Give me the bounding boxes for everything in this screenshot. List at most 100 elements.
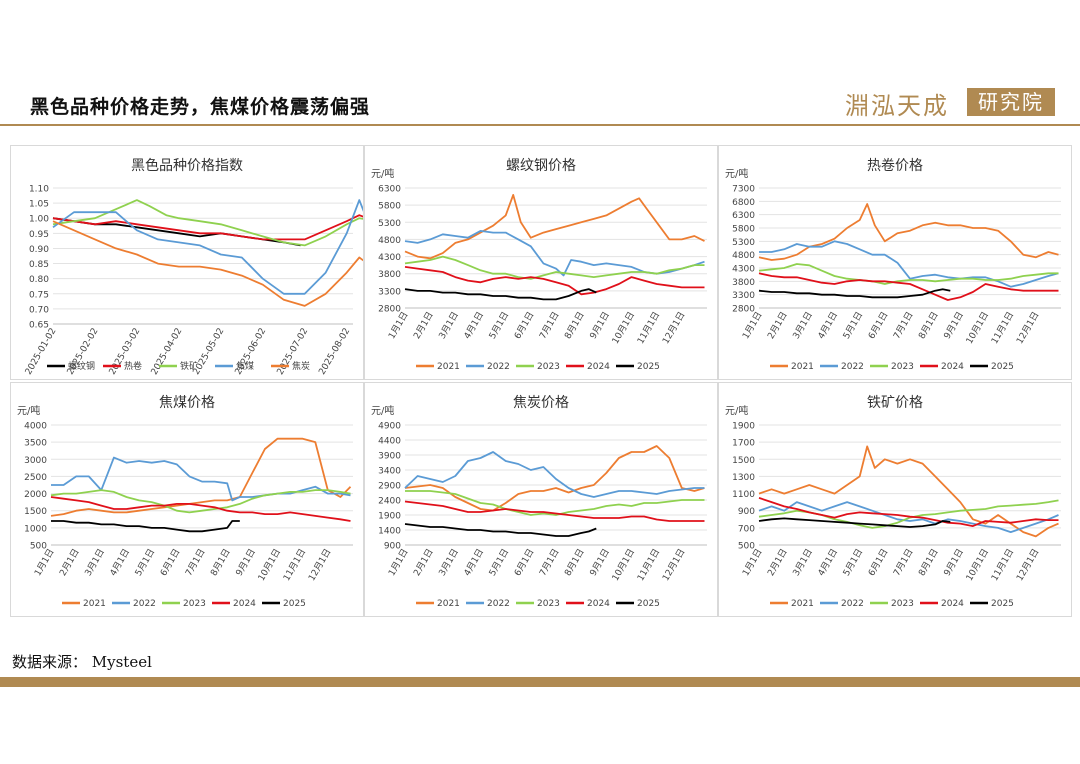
x-tick-label: 9月1日 <box>234 547 258 578</box>
x-tick-label: 12月1日 <box>660 547 687 583</box>
x-tick-label: 5月1日 <box>841 547 865 578</box>
y-tick-label: 4400 <box>378 437 401 447</box>
x-tick-label: 2月1日 <box>766 310 790 341</box>
series-line-2025 <box>404 523 597 537</box>
chart-panel-coking-coal: 焦煤价格 元/吨 500 1000 1500 2000 2500 3000 3500 4000 1月… <box>10 382 364 617</box>
x-tick-label: 11月1日 <box>989 547 1016 583</box>
x-tick-label: 7月1日 <box>183 547 207 578</box>
y-tick-label: 1.10 <box>29 185 49 195</box>
legend-label: 2024 <box>233 599 256 609</box>
y-unit-label: 元/吨 <box>725 404 748 417</box>
legend-label: 2021 <box>437 599 460 609</box>
page-title: 黑色品种价格走势，焦煤价格震荡偏强 <box>30 96 371 118</box>
chart-title: 黑色品种价格指数 <box>131 157 243 174</box>
y-tick-label: 6300 <box>378 185 401 195</box>
x-tick-label: 9月1日 <box>942 310 966 341</box>
series-line-2022 <box>404 451 705 498</box>
x-tick-label: 6月1日 <box>866 547 890 578</box>
x-tick-label: 3月1日 <box>83 547 107 578</box>
x-tick-label: 1月1日 <box>740 547 764 578</box>
x-tick-label: 1月1日 <box>386 310 410 341</box>
y-tick-label: 4300 <box>732 265 755 275</box>
y-tick-label: 1700 <box>732 439 755 449</box>
series-line-2022 <box>759 240 1059 288</box>
y-tick-label: 4300 <box>378 253 401 263</box>
chart-panel-rebar: 螺纹钢价格 元/吨 2800 3300 3800 4300 4800 5300 5800 6300… <box>364 145 718 380</box>
series-line-2024 <box>50 496 351 522</box>
x-tick-label: 3月1日 <box>791 547 815 578</box>
legend-label: 2023 <box>537 362 560 372</box>
brand-logo: 淵泓天成 研究院 <box>845 86 1057 120</box>
legend-label: 2022 <box>841 599 864 609</box>
series-line-2023 <box>50 489 351 514</box>
y-tick-label: 7300 <box>732 185 755 195</box>
y-tick-label: 3800 <box>378 270 401 280</box>
x-tick-label: 11月1日 <box>635 310 662 346</box>
chart-panel-index: 黑色品种价格指数 0.65 0.70 0.75 0.80 0.85 0.90 0.95 1.00… <box>10 145 364 380</box>
x-tick-label: 11月1日 <box>635 547 662 583</box>
legend-label: 2022 <box>487 362 510 372</box>
series-line-2024 <box>404 266 705 296</box>
y-tick-label: 3500 <box>24 439 47 449</box>
x-tick-label: 5月1日 <box>487 547 511 578</box>
chart-panel-iron-ore: 铁矿价格 元/吨 500 700 900 1100 1300 1500 1700 1900 1月1日… <box>718 382 1072 617</box>
x-tick-label: 6月1日 <box>866 310 890 341</box>
y-tick-label: 1400 <box>378 527 401 537</box>
x-tick-label: 4月1日 <box>816 547 840 578</box>
chart-title: 焦炭价格 <box>513 395 569 411</box>
legend-label: 2021 <box>791 599 814 609</box>
legend-label: 2023 <box>537 599 560 609</box>
x-tick-label: 7月1日 <box>537 547 561 578</box>
chart-panel-hrc: 热卷价格 元/吨 2800 3300 3800 4300 4800 5300 5800 6300 6… <box>718 145 1072 380</box>
y-tick-label: 0.85 <box>29 260 49 270</box>
chart-title: 焦煤价格 <box>159 395 215 411</box>
x-tick-label: 5月1日 <box>487 310 511 341</box>
legend-label: 2023 <box>891 362 914 372</box>
legend-label: 2023 <box>183 599 206 609</box>
y-tick-label: 4800 <box>732 251 755 261</box>
y-unit-label: 元/吨 <box>371 404 394 417</box>
series-line-2021 <box>404 194 705 260</box>
chart-title: 螺纹钢价格 <box>506 158 576 174</box>
y-tick-label: 6800 <box>732 198 755 208</box>
x-tick-label: 6月1日 <box>512 547 536 578</box>
x-tick-label: 6月1日 <box>512 310 536 341</box>
header-divider <box>0 124 1080 126</box>
y-tick-label: 3300 <box>378 287 401 297</box>
x-tick-label: 2月1日 <box>766 547 790 578</box>
series-line-2023 <box>404 255 705 280</box>
y-tick-label: 900 <box>384 542 401 552</box>
x-tick-label: 5月1日 <box>841 310 865 341</box>
x-tick-label: 10月1日 <box>610 547 637 583</box>
logo-main-text: 淵泓天成 <box>845 92 949 120</box>
legend-label: 铁矿 <box>180 360 198 372</box>
x-tick-label: 2月1日 <box>58 547 82 578</box>
y-tick-label: 6300 <box>732 211 755 221</box>
y-tick-label: 0.65 <box>29 321 49 331</box>
y-tick-label: 500 <box>30 542 47 552</box>
x-tick-label: 4月1日 <box>462 310 486 341</box>
y-tick-label: 1000 <box>24 524 47 534</box>
x-tick-label: 7月1日 <box>891 547 915 578</box>
x-tick-label: 2月1日 <box>412 547 436 578</box>
y-tick-label: 3800 <box>732 278 755 288</box>
series-line-2022 <box>404 230 705 277</box>
x-tick-label: 8月1日 <box>917 310 941 341</box>
x-tick-label: 12月1日 <box>1014 547 1041 583</box>
y-tick-label: 4000 <box>24 422 47 432</box>
series-line-焦炭 <box>52 220 363 307</box>
y-tick-label: 1500 <box>732 456 755 466</box>
series-line-2024 <box>404 500 705 522</box>
y-tick-label: 700 <box>738 524 755 534</box>
series-line-铁矿 <box>52 199 363 247</box>
footer-bar <box>0 677 1080 687</box>
series-line-2023 <box>405 490 705 516</box>
y-tick-label: 500 <box>738 542 755 552</box>
legend-label: 螺纹钢 <box>68 360 95 372</box>
y-tick-label: 1500 <box>24 507 47 517</box>
x-tick-label: 11月1日 <box>281 547 308 583</box>
series-line-2025 <box>758 288 951 299</box>
y-unit-label: 元/吨 <box>371 167 394 180</box>
